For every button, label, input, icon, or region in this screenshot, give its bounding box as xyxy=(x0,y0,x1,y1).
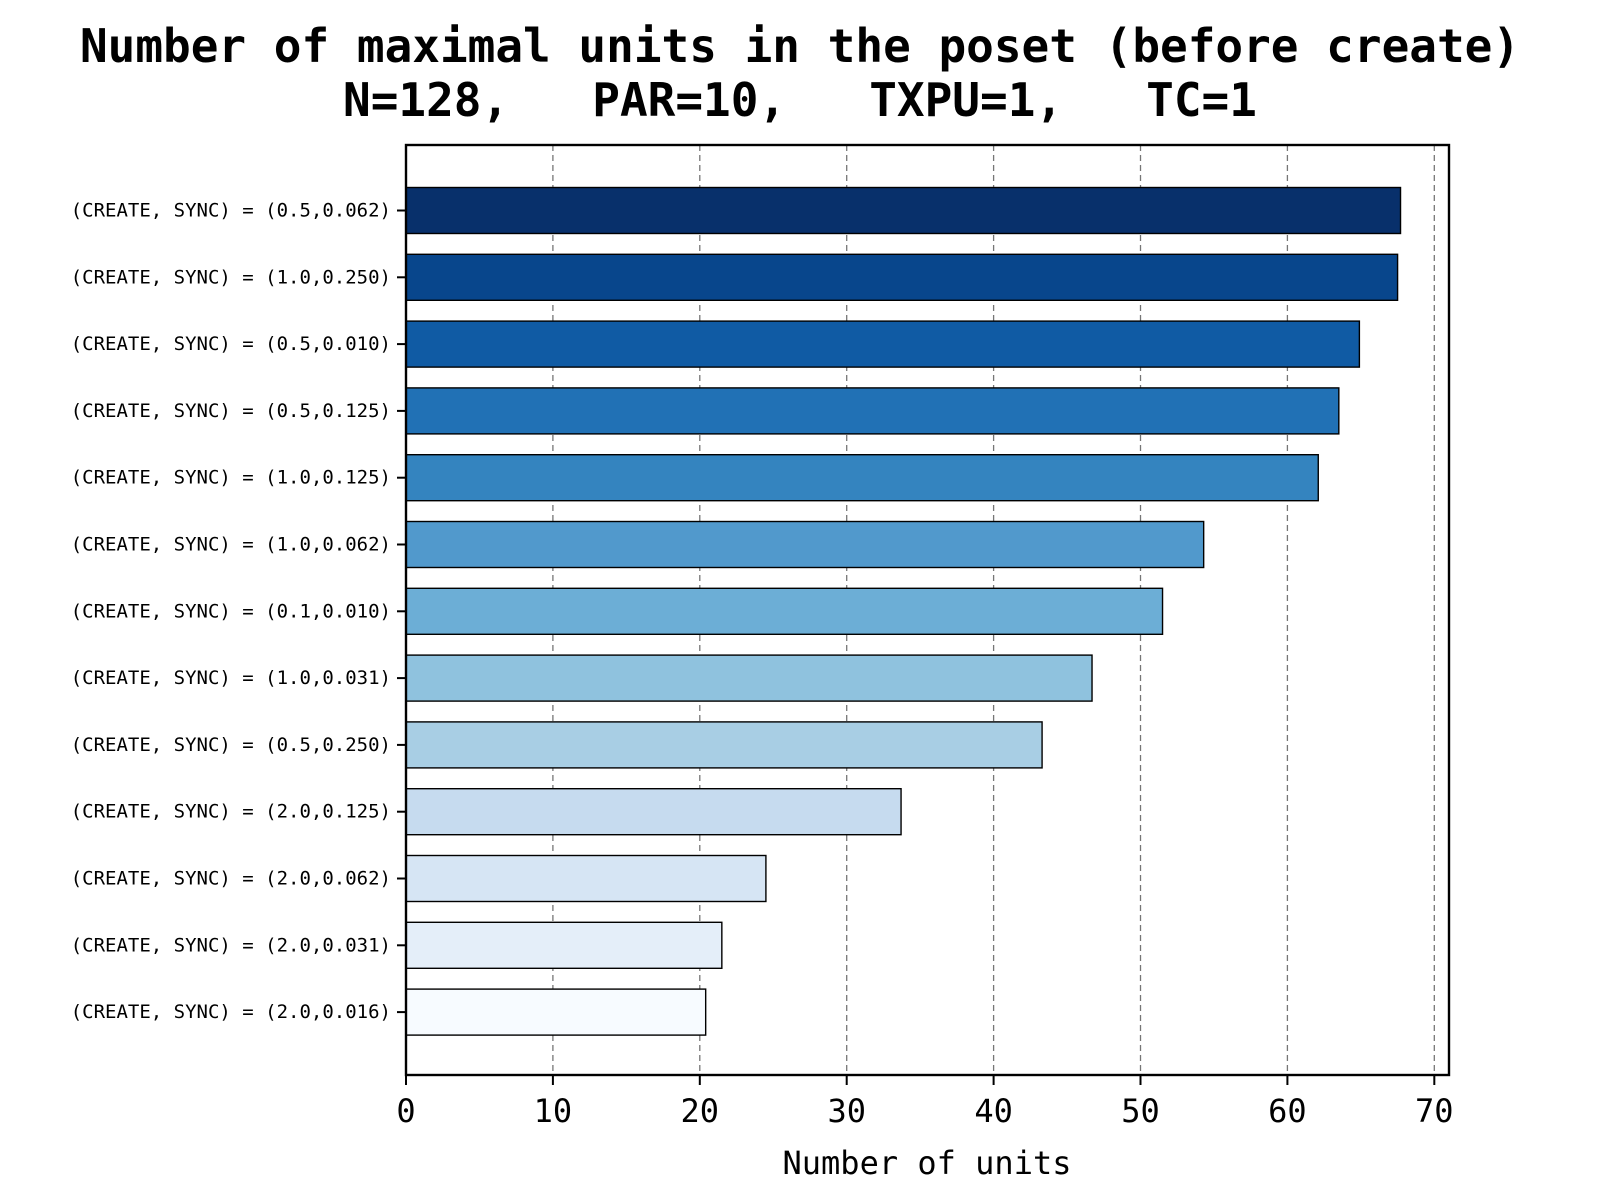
bar xyxy=(405,387,1340,435)
x-tick-label: 50 xyxy=(1121,1092,1160,1130)
y-tick-label: (CREATE, SYNC) = (1.0,0.062) xyxy=(71,534,391,556)
x-tick-labels: 0 10 20 30 40 50 60 70 xyxy=(396,1075,1454,1130)
bar xyxy=(405,320,1361,368)
x-tick-label: 20 xyxy=(681,1092,720,1130)
bar xyxy=(405,587,1164,635)
bar xyxy=(405,854,767,903)
y-tick-label: (CREATE, SYNC) = (2.0,0.016) xyxy=(71,1001,391,1023)
y-tick-label: (CREATE, SYNC) = (1.0,0.125) xyxy=(71,467,391,489)
y-tick-labels: (CREATE, SYNC) = (0.5,0.062) (CREATE, SYN… xyxy=(71,200,406,1023)
y-tick-label: (CREATE, SYNC) = (1.0,0.250) xyxy=(71,266,391,288)
bar xyxy=(405,253,1399,302)
x-tick-label: 40 xyxy=(974,1092,1013,1130)
y-tick-label: (CREATE, SYNC) = (2.0,0.062) xyxy=(71,868,391,890)
bar xyxy=(405,721,1043,769)
x-tick-label: 0 xyxy=(396,1092,415,1130)
bar xyxy=(405,921,723,969)
y-tick-label: (CREATE, SYNC) = (1.0,0.031) xyxy=(71,667,391,689)
y-tick-label: (CREATE, SYNC) = (0.5,0.010) xyxy=(71,333,391,355)
x-tick-label: 60 xyxy=(1268,1092,1307,1130)
x-tick-label: 70 xyxy=(1415,1092,1454,1130)
plot-frame xyxy=(404,143,1451,1077)
bar xyxy=(405,520,1205,569)
y-tick-label: (CREATE, SYNC) = (0.1,0.010) xyxy=(71,600,391,622)
bar xyxy=(405,186,1402,235)
bar xyxy=(405,788,902,836)
bar xyxy=(405,988,707,1036)
bar xyxy=(405,654,1093,702)
bars-group xyxy=(405,186,1402,1036)
y-tick-label: (CREATE, SYNC) = (0.5,0.125) xyxy=(71,400,391,422)
x-axis-label: Number of units xyxy=(783,1144,1072,1182)
chart-title: Number of maximal units in the poset (be… xyxy=(80,19,1520,73)
x-tick-label: 10 xyxy=(534,1092,573,1130)
y-tick-label: (CREATE, SYNC) = (0.5,0.062) xyxy=(71,200,391,222)
x-tick-label: 30 xyxy=(827,1092,866,1130)
y-tick-label: (CREATE, SYNC) = (2.0,0.125) xyxy=(71,801,391,823)
bar xyxy=(405,454,1319,502)
chart-subtitle: N=128, PAR=10, TXPU=1, TC=1 xyxy=(343,73,1257,127)
y-tick-label: (CREATE, SYNC) = (2.0,0.031) xyxy=(71,934,391,956)
y-tick-label: (CREATE, SYNC) = (0.5,0.250) xyxy=(71,734,391,756)
